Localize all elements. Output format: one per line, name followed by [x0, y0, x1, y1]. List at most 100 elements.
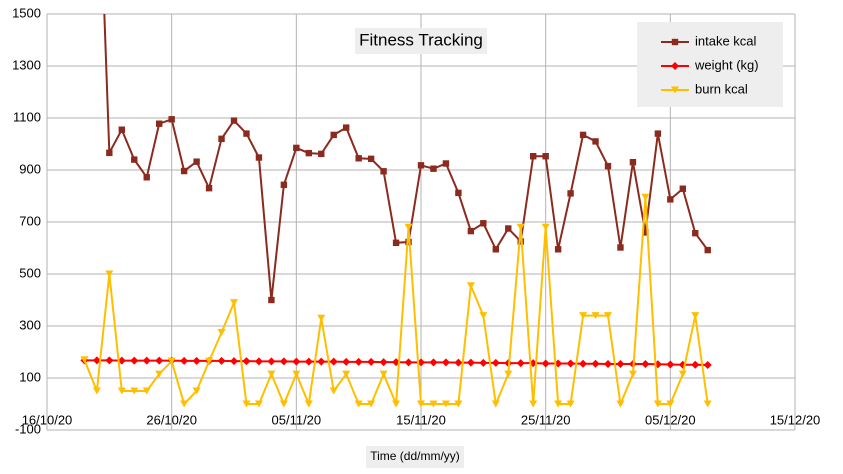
legend-label: intake kcal: [695, 33, 757, 48]
marker: [517, 238, 524, 245]
marker: [442, 160, 450, 167]
marker: [130, 356, 139, 365]
marker: [380, 168, 387, 175]
chart-title: Fitness Tracking: [359, 30, 483, 49]
marker: [591, 359, 600, 368]
marker: [242, 400, 251, 408]
x-tick-label: 05/11/20: [272, 412, 322, 427]
marker: [355, 155, 362, 162]
legend-box: [637, 22, 783, 107]
marker: [703, 400, 712, 408]
marker: [105, 270, 114, 278]
marker: [293, 144, 300, 152]
marker: [404, 358, 413, 367]
marker: [641, 193, 650, 201]
legend: intake kcal weight (kg) burn kcal: [637, 22, 783, 107]
marker: [579, 359, 588, 368]
x-tick-label: 25/11/20: [521, 412, 571, 427]
marker: [566, 400, 575, 408]
marker: [131, 156, 138, 163]
marker: [616, 400, 625, 408]
marker: [567, 190, 574, 197]
y-tick-label: 1100: [13, 109, 41, 124]
marker: [156, 120, 163, 127]
marker: [692, 229, 699, 237]
marker: [405, 238, 412, 246]
marker: [205, 185, 213, 192]
marker: [541, 359, 550, 368]
legend-label: weight (kg): [694, 57, 759, 72]
marker: [167, 357, 176, 365]
x-tick-label: 26/10/20: [146, 412, 197, 427]
marker: [671, 38, 679, 46]
marker: [155, 370, 164, 378]
marker: [530, 153, 537, 160]
marker: [454, 358, 463, 367]
marker: [591, 312, 600, 320]
marker: [429, 358, 438, 367]
marker: [466, 282, 475, 290]
y-tick-label: 700: [19, 213, 41, 228]
marker: [342, 357, 351, 366]
marker: [304, 400, 313, 408]
marker: [404, 223, 413, 231]
legend-label: burn kcal: [695, 81, 748, 96]
marker: [180, 400, 189, 408]
x-label-box: [366, 446, 464, 468]
marker: [516, 359, 525, 368]
marker: [491, 400, 500, 408]
marker: [318, 150, 325, 158]
marker: [192, 356, 201, 365]
marker: [192, 387, 201, 395]
marker: [217, 329, 226, 336]
marker: [280, 181, 288, 189]
marker: [268, 296, 275, 304]
x-tick-label: 15/12/20: [770, 412, 821, 427]
title-box: [355, 28, 487, 54]
y-tick-label: 1300: [12, 57, 41, 72]
y-tick-label: 900: [19, 161, 41, 176]
marker: [305, 149, 312, 157]
marker: [441, 358, 450, 367]
marker: [130, 387, 139, 395]
plot-area: [80, 14, 712, 408]
marker: [417, 162, 425, 169]
marker: [554, 400, 563, 408]
marker: [193, 158, 200, 165]
marker: [343, 124, 350, 131]
marker: [342, 370, 351, 378]
marker: [267, 370, 276, 378]
marker: [254, 357, 263, 366]
marker: [329, 357, 338, 366]
marker: [491, 358, 500, 367]
marker: [217, 356, 226, 365]
marker: [105, 356, 114, 365]
marker: [679, 185, 686, 192]
marker: [529, 400, 538, 408]
marker: [367, 155, 375, 163]
marker: [691, 312, 700, 320]
marker: [666, 400, 675, 408]
marker: [629, 159, 637, 166]
marker: [292, 370, 301, 378]
marker: [243, 130, 250, 137]
marker: [329, 387, 338, 395]
marker: [379, 358, 388, 367]
marker: [155, 356, 164, 365]
marker: [379, 370, 388, 378]
marker: [454, 400, 463, 408]
y-tick-label: 300: [19, 317, 41, 332]
marker: [317, 357, 326, 366]
marker: [466, 358, 475, 367]
marker: [554, 246, 562, 253]
y-tick-label: 1500: [12, 5, 41, 20]
marker: [467, 227, 475, 235]
marker: [392, 239, 400, 246]
marker: [354, 400, 363, 408]
y-tick-label: 100: [19, 369, 41, 384]
marker: [218, 135, 225, 142]
marker: [504, 370, 513, 378]
marker: [479, 312, 488, 320]
marker: [168, 116, 175, 123]
